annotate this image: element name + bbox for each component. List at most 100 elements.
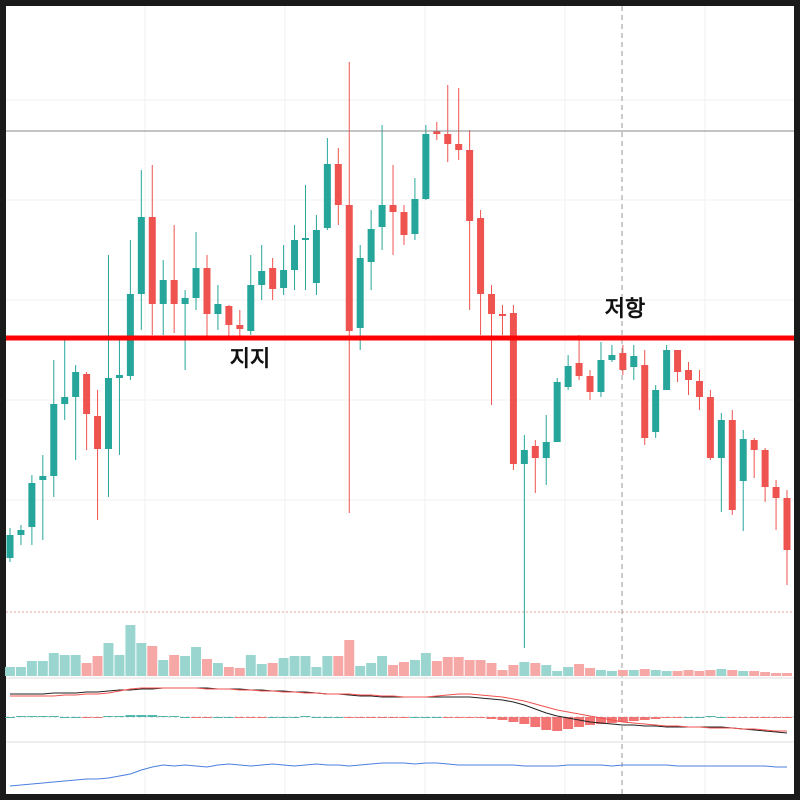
macd-histogram-bar	[530, 717, 541, 727]
macd-histogram-bar	[574, 717, 585, 727]
macd-histogram-bar	[628, 717, 639, 721]
candle-body	[225, 306, 233, 325]
macd-histogram-bar	[683, 717, 694, 718]
candle-body	[378, 205, 386, 227]
candle-body	[608, 355, 616, 360]
volume-bar	[333, 656, 344, 676]
candle-body	[728, 420, 736, 510]
volume-bar	[727, 670, 738, 676]
candle-body	[772, 487, 780, 498]
volume-bar	[738, 671, 749, 676]
volume-bar	[399, 662, 409, 676]
candle-body	[739, 439, 747, 481]
volume-bar	[749, 671, 760, 676]
volume-bar	[650, 670, 661, 676]
volume-bar	[683, 670, 694, 676]
macd-histogram-bar	[311, 717, 322, 718]
macd-histogram-bar	[234, 717, 245, 718]
candle-body	[466, 150, 474, 221]
volume-bar	[256, 664, 267, 676]
volume-bar	[628, 670, 639, 676]
macd-histogram-bar	[442, 717, 453, 718]
candle-body	[17, 530, 25, 535]
candle-body	[104, 378, 112, 449]
volume-bar	[158, 660, 169, 676]
macd-histogram-bar	[15, 716, 26, 717]
macd-histogram-bar	[70, 717, 81, 718]
candle-body	[367, 229, 375, 262]
volume-bar	[552, 671, 563, 676]
macd-histogram-bar	[563, 717, 574, 729]
macd-histogram-bar	[497, 717, 508, 720]
volume-bar	[48, 653, 59, 676]
volume-bar	[431, 661, 442, 676]
candle-body	[28, 483, 36, 527]
volume-bar	[377, 656, 388, 676]
candle-body	[706, 397, 714, 458]
macd-histogram-bar	[782, 717, 792, 718]
macd-histogram-bar	[738, 717, 749, 718]
candle-body	[761, 450, 769, 487]
volume-bar	[771, 673, 782, 676]
candle-body	[564, 366, 572, 387]
candle-body	[641, 365, 649, 438]
candle-body	[477, 218, 485, 294]
candle-body	[301, 238, 309, 240]
macd-histogram-bar	[541, 717, 552, 730]
macd-histogram-bar	[453, 717, 464, 718]
candle-body	[411, 199, 419, 234]
candle-body	[126, 294, 134, 376]
volume-bar	[563, 667, 574, 676]
candle-body	[94, 416, 102, 449]
macd-histogram-bar	[639, 717, 650, 720]
volume-bar	[267, 663, 278, 676]
volume-bar	[125, 625, 136, 676]
macd-histogram-bar	[169, 716, 180, 717]
macd-histogram-bar	[705, 716, 716, 717]
macd-histogram-bar	[245, 717, 256, 718]
candle-body	[433, 131, 441, 134]
candle-body	[236, 325, 244, 329]
macd-histogram-bar	[672, 717, 683, 718]
macd-histogram-bar	[595, 717, 606, 724]
candle-body	[72, 372, 80, 397]
candle-body	[531, 446, 539, 458]
candle-body	[783, 498, 791, 550]
volume-bar	[92, 656, 103, 676]
volume-bar	[234, 668, 245, 676]
candle-body	[389, 205, 397, 212]
macd-histogram-bar	[552, 717, 563, 731]
macd-histogram-bar	[191, 717, 202, 718]
candle-body	[258, 271, 266, 285]
candle-body	[323, 164, 331, 228]
candle-body	[159, 280, 167, 304]
candle-body	[247, 285, 255, 331]
macd-histogram-bar	[300, 716, 311, 717]
candle-body	[619, 353, 627, 370]
volume-bar	[388, 665, 398, 676]
volume-bar	[497, 670, 508, 676]
macd-histogram-bar	[158, 716, 169, 717]
macd-histogram-bar	[125, 715, 136, 717]
macd-histogram-bar	[475, 717, 486, 718]
macd-histogram-bar	[267, 717, 278, 718]
volume-bar	[103, 643, 114, 676]
candle-body	[542, 442, 550, 458]
volume-bar	[180, 656, 191, 676]
macd-histogram-bar	[223, 717, 234, 718]
candle-body	[203, 268, 211, 314]
macd-histogram-bar	[48, 716, 59, 717]
volume-bar	[716, 669, 727, 676]
volume-bar	[169, 655, 180, 676]
candle-body	[509, 313, 517, 464]
macd-histogram-bar	[771, 717, 782, 718]
macd-histogram-bar	[26, 716, 37, 717]
support-label: 지지	[230, 347, 270, 372]
candle-body	[115, 375, 123, 378]
macd-histogram-bar	[727, 717, 738, 718]
candle-body	[685, 370, 693, 380]
macd-histogram-bar	[508, 717, 519, 722]
macd-histogram-bar	[749, 717, 760, 718]
volume-bar	[453, 657, 464, 676]
rsi-line	[9, 762, 787, 787]
